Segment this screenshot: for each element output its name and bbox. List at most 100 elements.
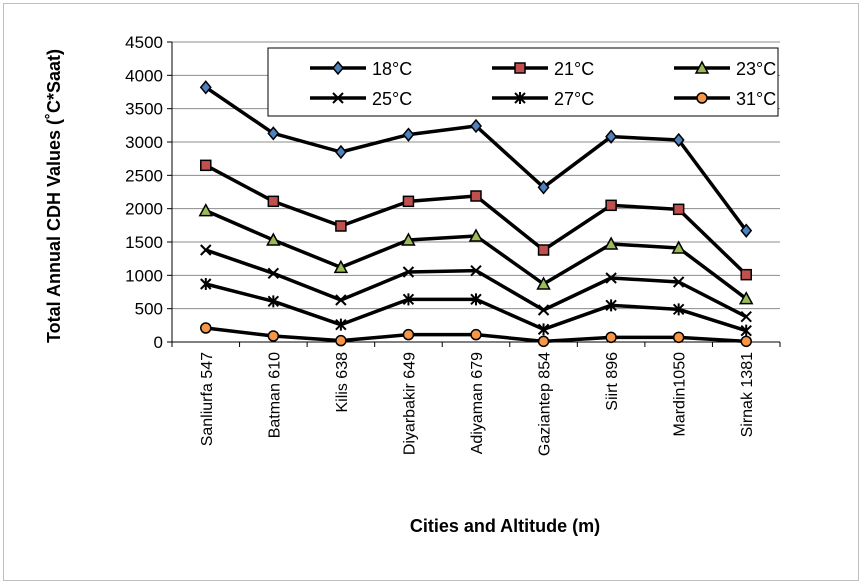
data-point (470, 118, 482, 134)
y-tick-label: 0 (154, 333, 163, 352)
data-point (266, 232, 281, 246)
legend-item: 31°C (674, 89, 776, 109)
chart-svg: 0 500 1000 1500 2000 2500 3000 3500 4000 4500 San… (44, 33, 781, 536)
data-point (605, 272, 617, 284)
data-point (200, 244, 212, 256)
legend-label: 31°C (736, 89, 776, 109)
data-point (605, 299, 617, 312)
data-point (672, 132, 685, 148)
legend-item: 23°C (674, 59, 776, 79)
data-point (605, 129, 618, 144)
x-tick-label: Sirnak 1381 (739, 352, 756, 437)
data-point (267, 295, 280, 308)
series-3 (200, 244, 752, 323)
legend-marker (694, 60, 710, 74)
y-tick-label: 500 (135, 300, 163, 319)
x-tick-label: Batman 610 (266, 352, 283, 438)
data-point (537, 180, 550, 195)
legend-label: 21°C (554, 59, 594, 79)
legend-marker (514, 62, 526, 74)
legend: 18°C 21°C 23°C 25°C 27°C 31°C (267, 47, 779, 117)
data-point (470, 293, 482, 306)
data-point (740, 335, 752, 348)
x-tick-label: Diyarbakir 649 (401, 352, 418, 455)
legend-label: 25°C (372, 89, 412, 109)
data-point (740, 268, 752, 281)
data-point (401, 232, 416, 246)
series-4 (200, 278, 752, 337)
y-tick-label: 4500 (125, 33, 163, 52)
legend-marker (696, 92, 708, 104)
legend-item: 27°C (492, 89, 594, 109)
data-point (536, 276, 551, 290)
y-axis-label: Total Annual CDH Values (˚C*Saat) (44, 49, 64, 343)
y-tick-labels: 0 500 1000 1500 2000 2500 3000 3500 4000 4500 (125, 33, 163, 352)
data-point (740, 310, 752, 323)
y-tick-label: 3500 (125, 100, 163, 119)
data-point (267, 330, 280, 342)
data-point (335, 220, 347, 232)
x-tick-label: Gaziantep 854 (537, 352, 554, 456)
data-point (470, 264, 482, 277)
y-tick-label: 3000 (125, 133, 163, 152)
data-point (605, 331, 617, 344)
data-point (740, 223, 753, 238)
data-point (537, 304, 550, 316)
x-tick-label: Adiyaman 679 (469, 352, 486, 454)
data-point (672, 331, 685, 344)
data-point (200, 159, 212, 172)
legend-label: 23°C (736, 59, 776, 79)
data-point (267, 126, 280, 141)
data-point (470, 328, 482, 341)
legend-item: 21°C (492, 59, 594, 79)
data-point (470, 190, 482, 202)
data-point (267, 195, 280, 208)
legend-item: 25°C (310, 89, 412, 109)
legend-label: 18°C (372, 59, 412, 79)
data-point (537, 335, 550, 348)
y-tick-label: 2000 (125, 200, 163, 219)
data-point (671, 240, 686, 254)
series-1 (200, 159, 752, 281)
data-point (334, 144, 347, 160)
legend-box (267, 47, 779, 117)
series-group (198, 80, 754, 348)
data-point (402, 127, 415, 142)
y-tick-label: 4000 (125, 66, 163, 85)
data-point (672, 203, 685, 216)
series-2 (198, 203, 754, 305)
series-line (205, 282, 747, 333)
x-tick-label: Sanliurfa 547 (199, 352, 216, 446)
legend-marker (332, 60, 344, 76)
series-line (205, 209, 748, 301)
data-point (333, 259, 349, 274)
legend-marker (514, 92, 526, 104)
x-tick-label: Siirt 896 (604, 352, 621, 411)
data-point (738, 291, 754, 305)
y-tick-label: 2500 (125, 166, 163, 185)
data-point (672, 276, 685, 288)
data-point (537, 323, 550, 336)
data-point (402, 266, 415, 278)
data-point (672, 303, 685, 316)
series-5 (200, 322, 752, 348)
legend-item: 18°C (310, 59, 412, 79)
legend-label: 27°C (554, 89, 594, 109)
data-point (740, 324, 752, 337)
x-tick-label: Mardin1050 (672, 352, 689, 437)
data-point (468, 228, 484, 242)
legend-marker (332, 92, 344, 104)
data-point (335, 318, 347, 331)
data-point (199, 80, 212, 95)
data-point (335, 294, 347, 306)
data-point (605, 199, 617, 212)
chart-frame: 0 500 1000 1500 2000 2500 3000 3500 4000 4500 San… (3, 3, 859, 581)
data-point (267, 267, 280, 280)
x-tick-label: Kilis 638 (334, 352, 351, 413)
data-point (402, 328, 415, 341)
data-point (402, 293, 415, 306)
y-tick-label: 1500 (125, 233, 163, 252)
data-point (335, 334, 347, 347)
data-point (402, 195, 415, 208)
data-point (200, 322, 212, 334)
